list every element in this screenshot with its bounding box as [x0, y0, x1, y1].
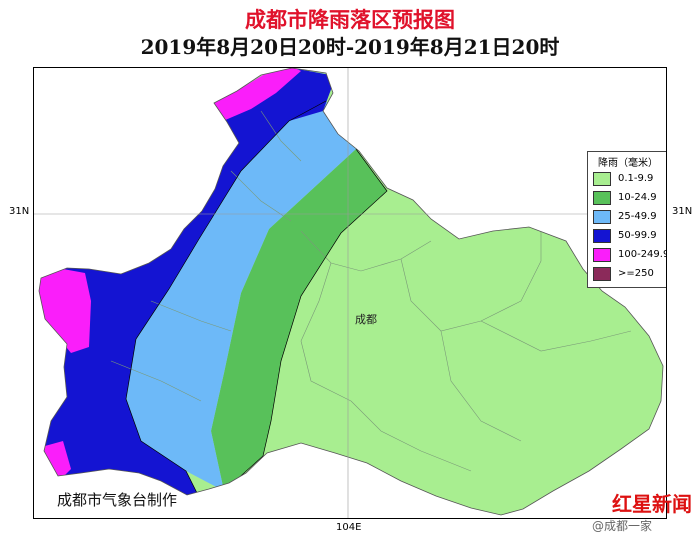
watermark-weibo: @成都一家 — [592, 519, 653, 533]
legend-label: 50-99.9 — [618, 230, 657, 241]
legend-item: 50-99.9 — [593, 227, 666, 245]
legend-label: 100-249.9 — [618, 249, 667, 260]
zone-100-249-9-north — [213, 68, 301, 121]
longitude-label: 104E — [336, 522, 362, 533]
legend-item: 100-249.9 — [593, 246, 667, 264]
legend-label: 0.1-9.9 — [618, 173, 654, 184]
legend: 降雨（毫米） 0.1-9.9 10-24.9 25-49.9 50-99.9 1… — [587, 151, 667, 288]
latitude-label-left: 31N — [9, 206, 30, 217]
legend-swatch — [593, 248, 611, 262]
legend-title: 降雨（毫米） — [598, 158, 658, 169]
legend-label: >=250 — [618, 268, 654, 279]
map-title: 成都市降雨落区预报图 — [245, 8, 455, 32]
zone-contours — [125, 100, 388, 515]
zone-100-249-9-west — [39, 269, 91, 353]
credit-text: 成都市气象台制作 — [57, 491, 178, 509]
legend-label: 25-49.9 — [618, 211, 657, 222]
legend-label: 10-24.9 — [618, 192, 657, 203]
map-subtitle: 2019年8月20日20时-2019年8月21日20时 — [140, 35, 560, 59]
legend-swatch — [593, 210, 611, 224]
watermark-logo: 红星新闻 — [612, 492, 692, 516]
district-boundaries — [110, 110, 632, 472]
map-frame: 降雨（毫米） 0.1-9.9 10-24.9 25-49.9 50-99.9 1… — [33, 67, 667, 519]
latitude-label-right: 31N — [672, 206, 693, 217]
legend-item: 25-49.9 — [593, 208, 666, 226]
legend-swatch — [593, 172, 611, 186]
map-canvas — [34, 68, 666, 518]
legend-item: 0.1-9.9 — [593, 170, 666, 188]
legend-swatch — [593, 267, 611, 281]
legend-item: >=250 — [593, 265, 666, 283]
zone-10-24-9 — [211, 149, 387, 491]
legend-swatch — [593, 191, 611, 205]
legend-item: 10-24.9 — [593, 189, 666, 207]
rainfall-zones — [39, 68, 663, 515]
legend-swatch — [593, 229, 611, 243]
zone-25-49-9 — [126, 101, 356, 491]
region-outline — [38, 68, 664, 516]
city-label: 成都 — [355, 313, 377, 326]
